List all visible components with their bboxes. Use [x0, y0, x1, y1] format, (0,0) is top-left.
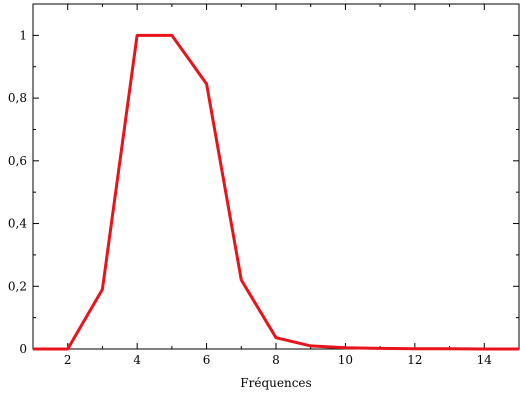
x-tick-label: 6: [203, 353, 211, 367]
y-tick-label: 0,4: [8, 217, 27, 231]
x-tick-label: 2: [64, 353, 72, 367]
series-layer: [33, 33, 519, 351]
x-tick-label: 8: [272, 353, 280, 367]
x-tick-label: 14: [477, 353, 493, 367]
x-tick-label: 10: [338, 353, 353, 367]
series-line: [33, 33, 519, 351]
y-tick-label: 0,8: [8, 91, 27, 105]
plot-frame: [32, 3, 520, 350]
x-tick-label: 12: [407, 353, 422, 367]
y-tick-label: 0: [19, 342, 27, 356]
ticks-layer: 2 4 6 8 10 12 14 0 0,2 0,4 0,6 0,8 1: [8, 4, 520, 367]
y-tick-label: 0,2: [8, 279, 27, 293]
y-tick-label: 0,6: [8, 154, 27, 168]
x-axis-title: Fréquences: [240, 376, 311, 390]
y-tick-label: 1: [19, 28, 27, 42]
x-tick-label: 4: [133, 353, 141, 367]
